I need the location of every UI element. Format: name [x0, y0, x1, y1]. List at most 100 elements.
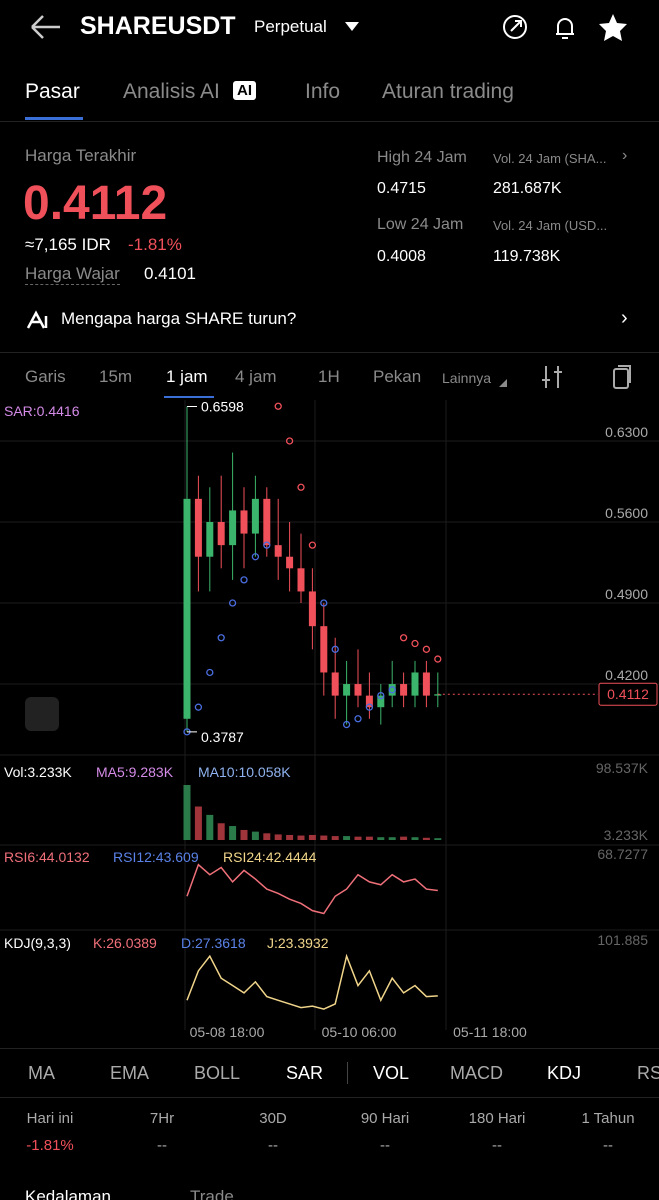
sar-dot [365, 703, 374, 711]
x-tick-label: 05-10 06:00 [322, 1024, 397, 1040]
candle-body [343, 684, 351, 696]
contract[interactable]: Perpetual [254, 17, 327, 36]
ai-icon [26, 310, 48, 329]
chart-tools[interactable] [540, 364, 640, 390]
sar-dot [297, 483, 305, 491]
vol-last: 3.233K [604, 827, 649, 843]
period-label: Hari ini [26, 1110, 74, 1127]
candle-body [251, 498, 259, 534]
sar-dot [217, 634, 225, 642]
candle-body [308, 591, 316, 627]
period-label: 7Hr [149, 1110, 175, 1127]
volume-bar [331, 836, 339, 840]
k-line [186, 953, 438, 1010]
fair-label: Harga Wajar [25, 264, 120, 285]
volume-bar [229, 826, 237, 840]
vol-max: 98.537K [596, 760, 649, 776]
candle-body [274, 545, 282, 557]
volume-bar [308, 834, 316, 840]
indicator[interactable]: MACD [450, 1063, 503, 1083]
kdj-max: 101.885 [597, 932, 648, 948]
candle-body [297, 568, 305, 592]
period-label: 90 Hari [360, 1110, 410, 1127]
indicator[interactable]: EMA [110, 1063, 150, 1083]
rsi-label: RSI24:42.4444 [223, 849, 317, 865]
interval[interactable]: Lainnya [442, 370, 492, 386]
tab[interactable]: Analisis AI [123, 80, 220, 103]
volume-bar [183, 785, 191, 840]
volume-bar [320, 835, 328, 840]
volume-bar [297, 835, 305, 840]
interval[interactable]: Garis [25, 367, 66, 386]
candle-body [194, 498, 202, 557]
volume-bar [354, 836, 362, 840]
tab[interactable]: Info [305, 80, 341, 103]
header-icons[interactable] [500, 12, 640, 42]
sar-dot [274, 402, 282, 410]
sar-dot [251, 553, 260, 561]
interval[interactable]: 4 jam [235, 367, 277, 386]
vol: 119.738K [493, 248, 561, 265]
bottom-tab[interactable]: Kedalaman [25, 1187, 112, 1200]
high-label: 0.6598 [201, 400, 244, 414]
volume-bar [286, 834, 294, 840]
period-value: -- [492, 1137, 502, 1154]
sar-dot [240, 576, 248, 584]
volume-bar [343, 836, 351, 840]
candle-body [354, 684, 362, 696]
interval[interactable]: 1 jam [166, 367, 208, 386]
expand-button[interactable] [25, 697, 59, 731]
chevron[interactable]: › [622, 147, 628, 164]
interval[interactable]: 15m [99, 367, 133, 386]
high-label: High 24 Jam [377, 149, 467, 166]
divider [0, 1097, 659, 1098]
sar-dot [354, 715, 362, 723]
y-tick-label: 0.4900 [605, 586, 648, 602]
vol: 281.687K [493, 180, 562, 197]
indicator[interactable]: SAR [286, 1063, 324, 1083]
chevron[interactable]: › [621, 307, 628, 329]
volume-bar [377, 837, 385, 840]
candle-body [400, 684, 408, 696]
kdj-label: D:27.3618 [181, 935, 246, 951]
tab[interactable]: Pasar [25, 80, 80, 103]
idr-price: ≈7,165 IDR [25, 235, 111, 254]
sar-label: SAR:0.4416 [4, 403, 80, 419]
sar-dot [320, 599, 328, 607]
banner[interactable]: Mengapa harga SHARE turun? [61, 309, 297, 328]
last-price-label: Harga Terakhir [25, 146, 137, 165]
indicator[interactable]: BOLL [194, 1063, 241, 1083]
tab[interactable]: Aturan trading [382, 80, 514, 103]
candle-body [217, 521, 225, 546]
low: 0.4008 [377, 248, 426, 265]
last-price-tag-text: 0.4112 [607, 686, 649, 702]
back-button[interactable] [28, 12, 64, 42]
bottom-tab[interactable]: Trade [190, 1187, 234, 1200]
indicator[interactable]: MA [28, 1063, 55, 1083]
candle-body [183, 498, 191, 719]
kdj-label: J:23.3932 [267, 935, 329, 951]
volume-bar [194, 806, 202, 840]
indicator[interactable]: KDJ [547, 1063, 582, 1083]
symbol[interactable]: SHAREUSDT [80, 12, 236, 40]
interval[interactable]: Pekan [373, 367, 422, 386]
interval[interactable]: 1H [318, 367, 340, 386]
candle-body [365, 695, 373, 708]
low-label: Low 24 Jam [377, 216, 464, 233]
indicator[interactable]: RSI [637, 1063, 659, 1083]
vol-label: MA10:10.058K [198, 764, 291, 780]
leader [187, 405, 197, 733]
chart: 0.6300 0.5600 0.4900 0.4200 SAR:0.4416 0.6598… [0, 400, 659, 1040]
y-tick-label: 0.6300 [605, 424, 648, 440]
separator [347, 1062, 348, 1084]
period-value: -- [603, 1137, 613, 1154]
volume-bar [217, 823, 225, 840]
candle-body [388, 684, 396, 696]
indicator[interactable]: VOL [373, 1063, 410, 1083]
period-value: -- [157, 1137, 167, 1154]
rsi-max: 68.7277 [597, 846, 648, 862]
sar-dot [377, 691, 385, 700]
y-tick-label: 0.4200 [605, 667, 648, 683]
period-label: 1 Tahun [581, 1110, 635, 1127]
